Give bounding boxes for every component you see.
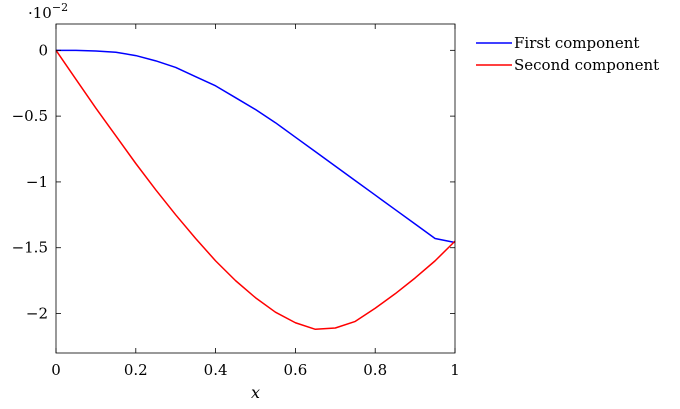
y-tick-label: −0.5 (12, 107, 48, 125)
plot-frame (55, 23, 456, 354)
x-axis-label: x (251, 383, 260, 402)
legend: First component Second component (476, 34, 659, 74)
series-layer (55, 49, 456, 331)
series-line-1 (56, 49, 456, 244)
ticks-layer: 0 0.2 0.4 0.6 0.8 1 0 −0.5 −1 −1.5 −2 (12, 24, 460, 379)
y-tick-label: −2 (26, 305, 48, 323)
y-tick-label: −1.5 (12, 239, 48, 257)
legend-label-2: Second component (514, 56, 659, 74)
x-tick-label: 0.4 (204, 361, 228, 379)
x-tick-label: 0.2 (124, 361, 148, 379)
series-line-2 (55, 49, 456, 331)
legend-label-1: First component (514, 34, 639, 52)
y-scale-factor: ·10−2 (28, 1, 68, 22)
x-tick-label: 0 (51, 361, 61, 379)
x-tick-label: 1 (450, 361, 460, 379)
y-tick-label: −1 (26, 173, 48, 191)
y-scale-base: ·10 (28, 4, 52, 22)
x-tick-label: 0.8 (363, 361, 387, 379)
y-scale-exponent: −2 (52, 1, 68, 14)
y-tick-label: 0 (38, 41, 48, 59)
x-tick-label: 0.6 (283, 361, 307, 379)
